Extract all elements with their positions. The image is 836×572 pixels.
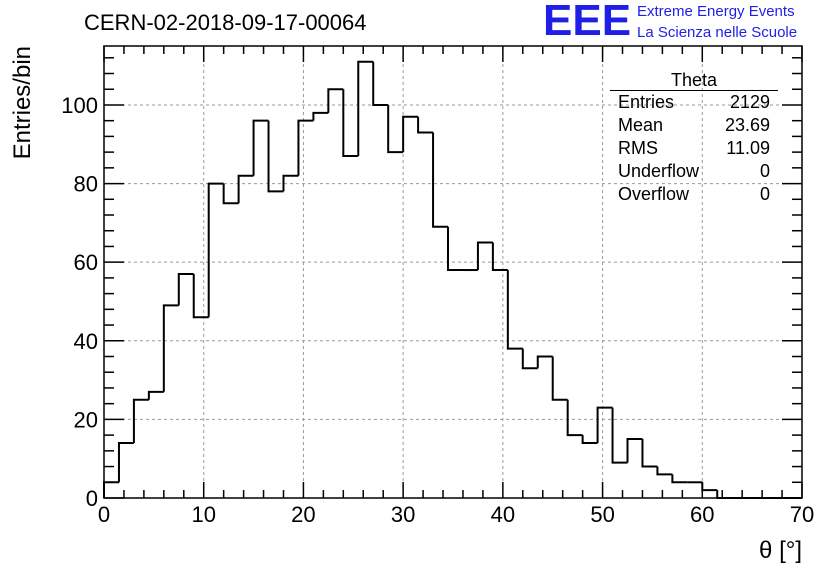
y-tick-label: 60 <box>74 250 98 275</box>
histogram-bin <box>432 132 449 228</box>
stats-row-rms: RMS 11.09 <box>610 137 778 160</box>
stats-value: 0 <box>759 161 770 181</box>
histogram-bin <box>581 435 598 444</box>
axis-ticks <box>103 46 803 499</box>
histogram-bin <box>656 466 673 476</box>
histogram-bin <box>357 60 374 157</box>
histogram-bin <box>372 61 389 106</box>
histogram-bin <box>596 406 613 443</box>
x-tick-label: 10 <box>191 502 215 527</box>
histogram-bin <box>536 355 553 369</box>
x-tick-label: 60 <box>690 502 714 527</box>
histogram-bin <box>282 174 299 192</box>
y-tick-label: 100 <box>61 93 98 118</box>
histogram-bin <box>447 226 463 272</box>
histogram-bin <box>327 88 344 113</box>
histogram-bin <box>147 390 164 400</box>
histogram-bin <box>267 120 284 193</box>
histogram-bin <box>132 398 149 443</box>
y-tick-label: 20 <box>74 407 98 432</box>
run-title: CERN-02-2018-09-17-00064 <box>84 10 367 35</box>
stats-value: 2129 <box>729 92 770 112</box>
histogram-bin <box>491 242 508 272</box>
eee-logo: EEE Extreme Energy Events La Scienza nel… <box>543 0 833 46</box>
histogram-bin <box>716 490 733 499</box>
histogram-bin <box>611 407 628 464</box>
histogram-bin <box>297 119 314 176</box>
histogram-bin <box>521 348 538 370</box>
stats-label: RMS <box>618 138 658 158</box>
histogram-bin <box>103 481 119 498</box>
stats-label: Overflow <box>618 184 690 204</box>
histogram-bin <box>177 272 194 306</box>
histogram-bin <box>252 119 269 176</box>
stats-box: Theta Entries 2129 Mean 23.69 RMS 11.09 … <box>610 70 778 206</box>
stats-label: Mean <box>618 115 664 135</box>
x-tick-label: 30 <box>391 502 415 527</box>
histogram-bin <box>222 183 239 205</box>
y-tick-label: 80 <box>74 172 98 197</box>
stats-row-overflow: Overflow 0 <box>610 183 778 206</box>
x-tick-label: 40 <box>491 502 515 527</box>
histogram-bin <box>551 356 568 401</box>
histogram-bin <box>117 441 134 483</box>
tick-labels: 0 10 20 30 40 50 60 70 0 20 40 60 80 100 <box>61 93 814 527</box>
histogram-bin <box>192 273 209 319</box>
logo-tagline-1: Extreme Energy Events <box>637 3 795 20</box>
x-tick-label: 50 <box>590 502 614 527</box>
histogram-bin <box>566 399 583 437</box>
histogram-bin <box>701 482 718 492</box>
histogram-bin <box>312 111 329 121</box>
histogram-bin <box>387 104 404 154</box>
x-tick-label: 20 <box>291 502 315 527</box>
histogram-bin <box>476 241 493 271</box>
stats-label: Underflow <box>618 161 700 181</box>
stats-label: Entries <box>618 92 675 112</box>
histogram-bin <box>626 438 643 463</box>
histogram-bin <box>342 89 359 158</box>
histogram-bin <box>641 439 658 468</box>
stats-value: 11.09 <box>726 138 770 158</box>
y-axis-label: Entries/bin <box>9 46 36 159</box>
histogram-bin <box>162 304 179 392</box>
histogram-bin <box>417 116 434 134</box>
y-tick-label: 40 <box>74 329 98 354</box>
stats-value: 23.69 <box>724 115 770 135</box>
x-tick-label: 0 <box>98 502 110 527</box>
histogram-bin <box>237 174 254 204</box>
eee-logo-mark: EEE <box>543 0 632 45</box>
plot-frame <box>103 45 803 499</box>
y-tick-label: 0 <box>86 486 98 511</box>
histogram-bin <box>506 270 523 350</box>
histogram-bin <box>671 474 688 484</box>
x-tick-label: 70 <box>790 502 814 527</box>
stats-row-mean: Mean 23.69 <box>610 114 778 137</box>
stats-value: 0 <box>759 184 770 204</box>
stats-title: Theta <box>610 70 778 91</box>
logo-tagline-2: La Scienza nelle Scuole <box>637 24 798 41</box>
histogram-bin <box>207 182 224 318</box>
stats-row-entries: Entries 2129 <box>610 91 778 114</box>
histogram-bin <box>402 115 419 153</box>
stats-row-underflow: Underflow 0 <box>610 160 778 183</box>
histogram-bars <box>103 60 802 499</box>
x-axis-label: θ [°] <box>759 537 802 564</box>
